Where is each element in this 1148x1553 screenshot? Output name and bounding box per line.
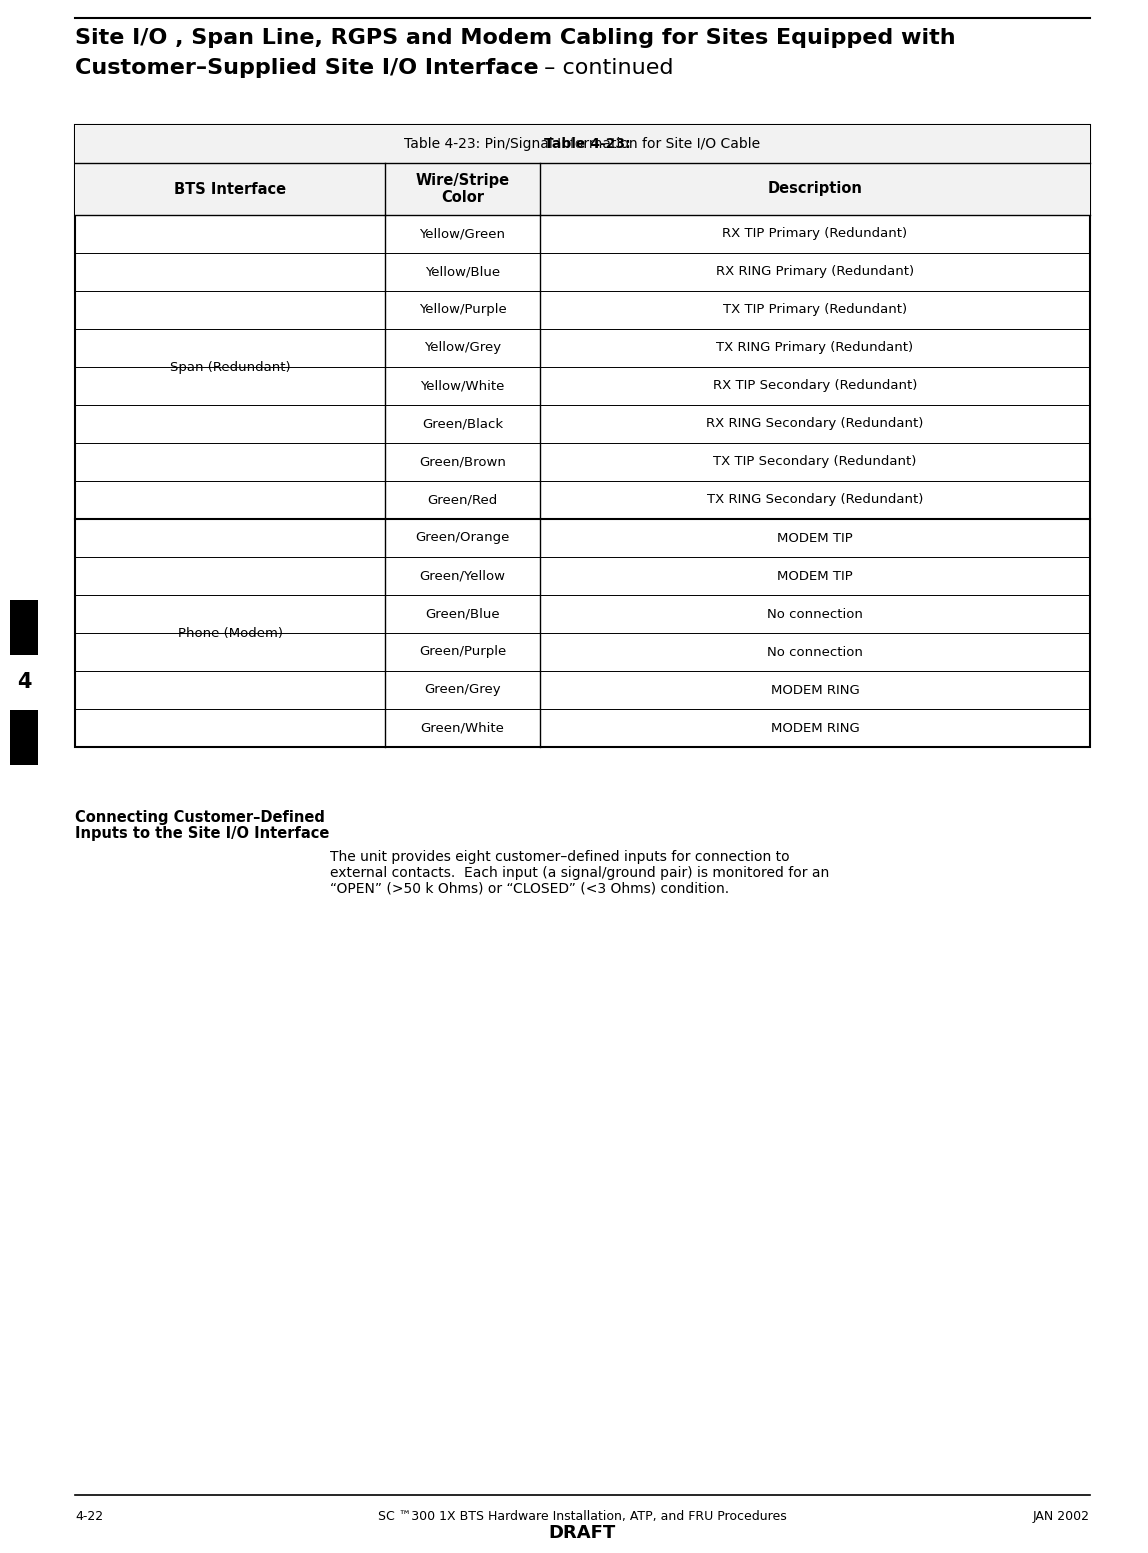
Text: Yellow/Green: Yellow/Green: [419, 227, 505, 241]
Text: Span (Redundant): Span (Redundant): [170, 360, 290, 374]
Text: BTS Interface: BTS Interface: [174, 182, 286, 197]
Text: DRAFT: DRAFT: [549, 1523, 616, 1542]
Text: TX RING Primary (Redundant): TX RING Primary (Redundant): [716, 342, 914, 354]
Text: 4-22: 4-22: [75, 1510, 103, 1523]
Text: Table 4-23:: Table 4-23:: [544, 137, 631, 151]
Text: Connecting Customer–Defined: Connecting Customer–Defined: [75, 811, 325, 825]
Text: RX RING Primary (Redundant): RX RING Primary (Redundant): [716, 266, 914, 278]
Text: external contacts.  Each input (a signal/ground pair) is monitored for an: external contacts. Each input (a signal/…: [329, 867, 829, 881]
Bar: [75, 124, 1089, 163]
Text: SC ™300 1X BTS Hardware Installation, ATP, and FRU Procedures: SC ™300 1X BTS Hardware Installation, AT…: [378, 1510, 786, 1523]
Text: MODEM RING: MODEM RING: [770, 683, 860, 696]
Text: Phone (Modem): Phone (Modem): [178, 626, 282, 640]
Text: MODEM TIP: MODEM TIP: [777, 570, 853, 582]
Text: RX TIP Primary (Redundant): RX TIP Primary (Redundant): [722, 227, 908, 241]
Text: Green/Purple: Green/Purple: [419, 646, 506, 658]
Text: Green/Black: Green/Black: [422, 418, 503, 430]
Text: RX RING Secondary (Redundant): RX RING Secondary (Redundant): [706, 418, 924, 430]
Text: No connection: No connection: [767, 607, 863, 621]
Text: – continued: – continued: [537, 57, 674, 78]
Text: Yellow/Grey: Yellow/Grey: [424, 342, 501, 354]
Text: Yellow/Blue: Yellow/Blue: [425, 266, 501, 278]
Text: No connection: No connection: [767, 646, 863, 658]
Text: Wire/Stripe
Color: Wire/Stripe Color: [416, 172, 510, 205]
Text: The unit provides eight customer–defined inputs for connection to: The unit provides eight customer–defined…: [329, 849, 790, 863]
Text: Yellow/Purple: Yellow/Purple: [419, 303, 506, 317]
Text: Description: Description: [768, 182, 862, 197]
Text: Table 4-23:: Table 4-23:: [544, 137, 631, 151]
Text: Site I/O , Span Line, RGPS and Modem Cabling for Sites Equipped with: Site I/O , Span Line, RGPS and Modem Cab…: [75, 28, 955, 48]
Bar: [10, 710, 38, 766]
Text: 4: 4: [17, 672, 31, 693]
Text: RX TIP Secondary (Redundant): RX TIP Secondary (Redundant): [713, 379, 917, 393]
Text: “OPEN” (>50 k Ohms) or “CLOSED” (<3 Ohms) condition.: “OPEN” (>50 k Ohms) or “CLOSED” (<3 Ohms…: [329, 882, 729, 896]
Text: Green/Blue: Green/Blue: [425, 607, 499, 621]
Text: TX TIP Primary (Redundant): TX TIP Primary (Redundant): [723, 303, 907, 317]
Text: Green/White: Green/White: [420, 722, 504, 735]
Text: MODEM TIP: MODEM TIP: [777, 531, 853, 545]
Text: MODEM RING: MODEM RING: [770, 722, 860, 735]
Text: Green/Yellow: Green/Yellow: [419, 570, 505, 582]
Bar: [75, 124, 1089, 747]
Text: JAN 2002: JAN 2002: [1033, 1510, 1089, 1523]
Text: Table 4-23: Pin/Signal Information for Site I/O Cable: Table 4-23: Pin/Signal Information for S…: [404, 137, 761, 151]
Bar: [75, 163, 1089, 214]
Text: Yellow/White: Yellow/White: [420, 379, 505, 393]
Text: Inputs to the Site I/O Interface: Inputs to the Site I/O Interface: [75, 826, 329, 842]
Text: TX RING Secondary (Redundant): TX RING Secondary (Redundant): [707, 494, 923, 506]
Text: Green/Orange: Green/Orange: [416, 531, 510, 545]
Text: Customer–Supplied Site I/O Interface: Customer–Supplied Site I/O Interface: [75, 57, 538, 78]
Text: TX TIP Secondary (Redundant): TX TIP Secondary (Redundant): [713, 455, 917, 469]
Text: Green/Grey: Green/Grey: [425, 683, 501, 696]
Bar: [10, 599, 38, 655]
Text: Green/Brown: Green/Brown: [419, 455, 506, 469]
Text: Green/Red: Green/Red: [427, 494, 497, 506]
